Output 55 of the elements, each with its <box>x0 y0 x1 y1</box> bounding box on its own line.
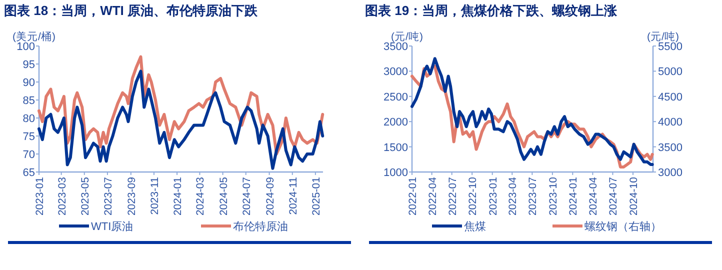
legend-label: 焦煤 <box>464 221 486 233</box>
y-tick-label: 1500 <box>384 142 408 154</box>
y-tick-label: 1000 <box>384 167 408 179</box>
y2-tick-label: 5500 <box>658 41 682 53</box>
x-tick-label: 2023-10 <box>547 176 560 216</box>
y-axis-title: (美元/桶) <box>12 30 56 43</box>
x-tick-label: 2023-09 <box>126 176 138 216</box>
x-tick-label: 2025-01 <box>310 176 322 216</box>
x-tick-label: 2024-04 <box>588 176 600 216</box>
line-series <box>38 70 324 170</box>
legend-label: 螺纹钢（右轴） <box>584 220 662 233</box>
y2-tick-label: 5000 <box>658 66 682 78</box>
x-tick-label: 2022-07 <box>446 176 459 216</box>
y-axis-title: (元/吨) <box>391 30 423 43</box>
y2-tick-label: 3000 <box>658 167 682 179</box>
x-tick-label: 2023-03 <box>56 176 68 216</box>
x-tick-label: 2024-03 <box>194 176 207 216</box>
x-tick-label: 2024-11 <box>287 176 300 215</box>
x-tick-label: 2022-04 <box>426 176 439 216</box>
x-tick-label: 2022-01 <box>407 176 419 216</box>
y-tick-label: 100 <box>16 41 35 53</box>
y-tick-label: 65 <box>22 167 35 179</box>
x-tick-label: 2024-07 <box>608 176 620 216</box>
x-tick-label: 2024-10 <box>628 176 640 216</box>
x-tick-label: 2023-01 <box>34 176 46 216</box>
y-tick-label: 95 <box>22 59 35 71</box>
x-tick-label: 2023-11 <box>148 176 161 215</box>
y2-tick-label: 4500 <box>658 91 682 104</box>
legend-label: 布伦特原油 <box>233 220 288 233</box>
x-tick-label: 2023-07 <box>102 176 114 216</box>
y-tick-label: 85 <box>22 95 35 107</box>
x-tick-label: 2023-07 <box>527 176 540 216</box>
x-tick-label: 2024-01 <box>568 176 580 216</box>
x-tick-label: 2024-01 <box>172 176 184 216</box>
y-tick-label: 75 <box>22 131 35 143</box>
chart-title: 图表 18：当周，WTI 原油、布伦特原油下跌 <box>4 3 259 18</box>
y-tick-label: 2000 <box>384 116 408 129</box>
y-tick-label: 3000 <box>384 66 408 78</box>
x-tick-label: 2024-09 <box>264 176 276 216</box>
y-tick-label: 80 <box>22 113 35 125</box>
x-tick-label: 2024-07 <box>240 176 253 216</box>
y2-axis-title: (元/吨) <box>647 30 679 43</box>
legend-label: WTI原油 <box>91 220 134 233</box>
x-tick-label: 2023-05 <box>79 176 92 216</box>
y-tick-label: 70 <box>22 149 35 161</box>
y2-tick-label: 4000 <box>658 116 682 129</box>
x-tick-label: 2023-04 <box>507 176 520 216</box>
y-tick-label: 90 <box>22 77 35 89</box>
x-tick-label: 2023-01 <box>487 176 500 216</box>
y-tick-label: 2500 <box>384 91 408 104</box>
x-tick-label: 2022-10 <box>467 176 480 216</box>
x-tick-label: 2024-05 <box>218 176 230 216</box>
chart-title: 图表 19：当周，焦煤价格下跌、螺纹钢上涨 <box>365 3 618 18</box>
y2-tick-label: 3500 <box>658 142 682 154</box>
y-tick-label: 3500 <box>384 41 408 53</box>
